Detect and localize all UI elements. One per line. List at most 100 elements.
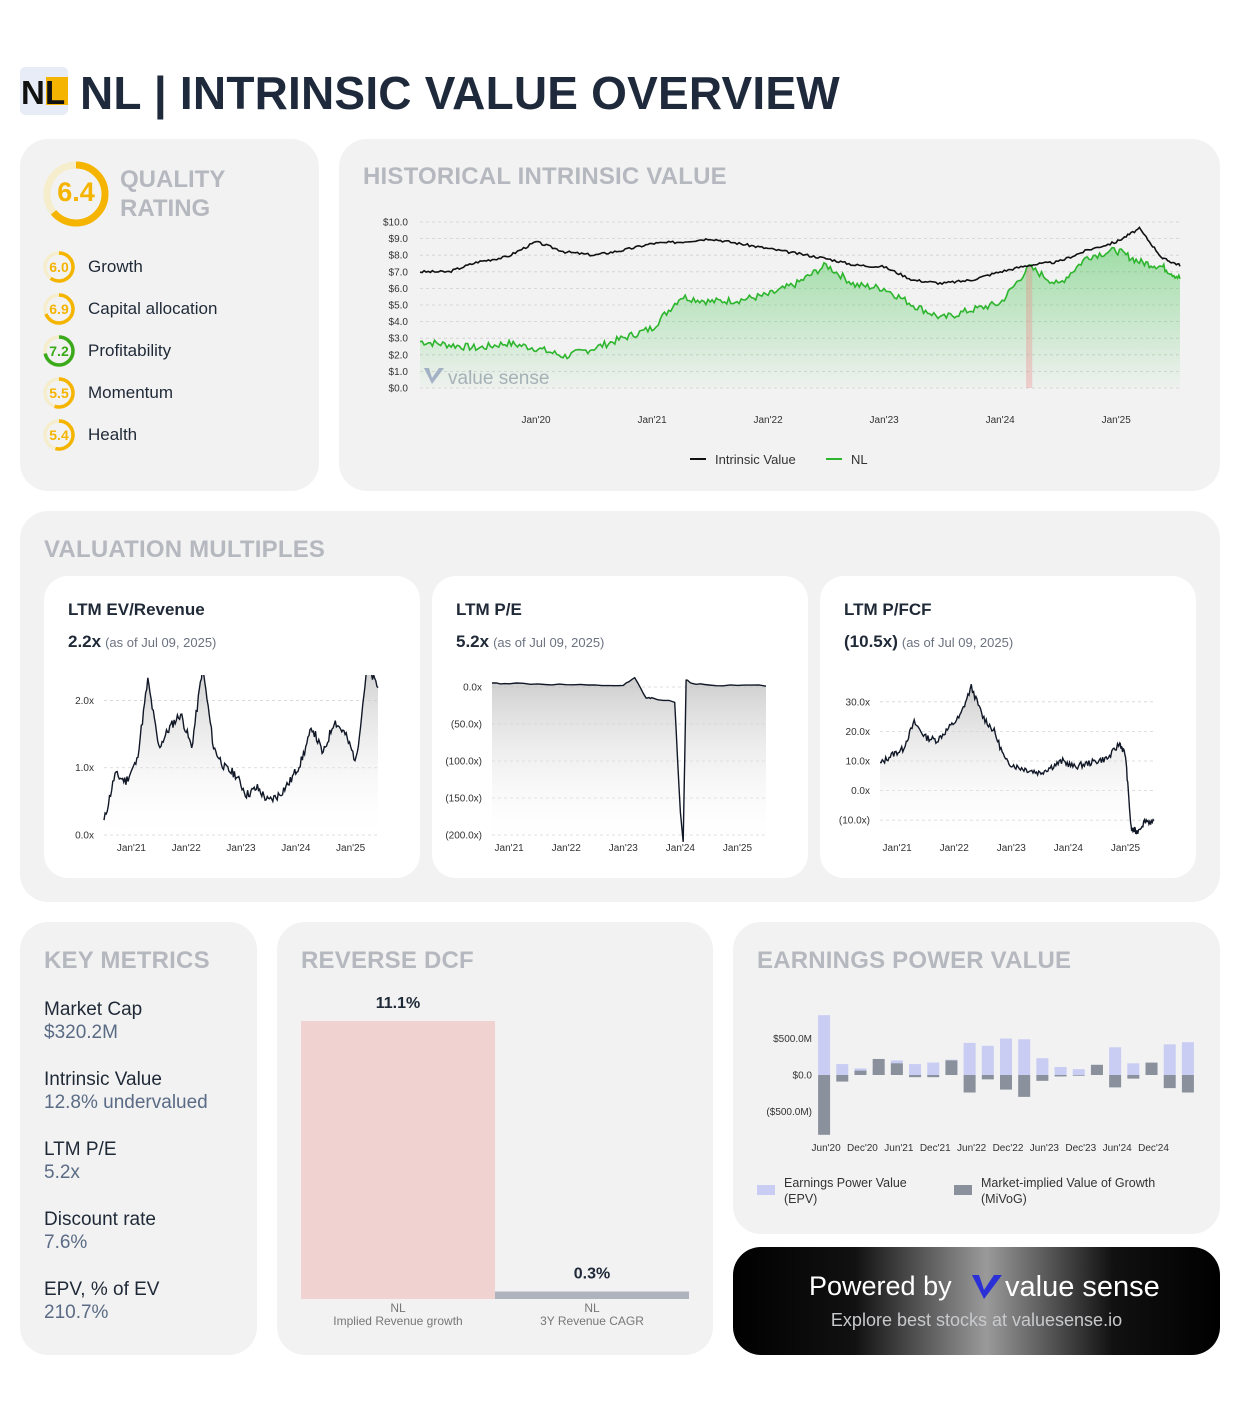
epv-x-tick: Dec'22 (993, 1143, 1024, 1154)
epv-x-tick: Jun'21 (884, 1143, 914, 1154)
mivog-bar (999, 1075, 1013, 1090)
multiple-x-tick: Jan'24 (1054, 843, 1084, 854)
svg-text:L: L (45, 74, 65, 111)
hist-y-tick: $0.0 (389, 384, 409, 395)
hist-y-tick: $6.0 (389, 284, 409, 295)
mivog-legend-label-line1: Market-implied Value of Growth (981, 1176, 1155, 1190)
multiple-x-tick: Jan'22 (552, 843, 582, 854)
multiple-asof: (as of Jul 09, 2025) (901, 635, 1014, 650)
mivog-bar (1181, 1075, 1194, 1093)
multiple-title: LTM EV/Revenue (68, 600, 205, 619)
multiple-y-tick: 2.0x (75, 696, 94, 707)
quality-score-ring (43, 161, 109, 227)
epv-chart: $500.0M $0.0 ($500.0M) Jun'20 Dec'20 Jun'21 De… (757, 1015, 1194, 1206)
epv-x-tick: Dec'23 (1065, 1143, 1096, 1154)
quality-item-ring (43, 293, 75, 325)
mivog-bar (1018, 1075, 1031, 1097)
multiple-y-tick: (50.0x) (451, 720, 482, 731)
multiple-x-tick: Jan'24 (281, 843, 311, 854)
epv-bar (1109, 1047, 1122, 1075)
quality-score-value: 6.4 (57, 177, 95, 207)
multiple-value: (10.5x) (as of Jul 09, 2025) (844, 632, 1013, 652)
epv-bar (927, 1062, 940, 1075)
mivog-legend-label-line2: (MiVoG) (981, 1192, 1027, 1206)
epv-bar (836, 1064, 849, 1075)
epv-legend-swatch (757, 1185, 775, 1195)
multiple-y-tick: 0.0x (463, 683, 482, 694)
hist-y-tick: $7.0 (389, 267, 409, 278)
epv-bar (1018, 1039, 1031, 1075)
multiple-x-tick: Jan'22 (172, 843, 202, 854)
quality-item-ring (43, 377, 75, 409)
multiple-y-tick: 1.0x (75, 763, 94, 774)
multiple-value-number: (10.5x) (844, 632, 898, 651)
hist-x-tick: Jan'22 (754, 415, 784, 426)
quality-item-ring (43, 419, 75, 451)
multiple-value-number: 2.2x (68, 632, 102, 651)
mivog-bar (1109, 1075, 1122, 1088)
mivog-bar (872, 1058, 885, 1075)
powered-by-tagline: Explore best stocks at valuesense.io (830, 1310, 1123, 1330)
mivog-bar (1036, 1075, 1049, 1081)
legend-label-intrinsic: Intrinsic Value (715, 452, 796, 467)
epv-bar (1181, 1042, 1194, 1075)
valuation-title: VALUATION MULTIPLES (44, 536, 326, 563)
multiple-title: LTM P/E (456, 600, 522, 619)
multiple-y-tick: 30.0x (846, 697, 870, 708)
hist-area-nl (420, 247, 1180, 388)
epv-x-tick: Dec'21 (920, 1143, 951, 1154)
multiple-x-tick: Jan'25 (1111, 843, 1141, 854)
key-metric-value: 7.6% (44, 1232, 88, 1253)
multiple-line (879, 684, 1155, 835)
hist-line-nl (419, 246, 1181, 360)
mivog-bar (945, 1060, 958, 1075)
epv-bar (963, 1042, 976, 1075)
multiple-x-tick: Jan'21 (883, 843, 913, 854)
reverse-dcf-value-label: 11.1% (376, 995, 420, 1012)
ticker-logo-icon: N L (21, 74, 68, 111)
quality-item-label: Health (88, 425, 138, 444)
hist-line-intrinsic (419, 226, 1181, 286)
reverse-dcf-bar (301, 1021, 495, 1299)
historical-chart: $10.0 $9.0 $8.0 $7.0 $6.0 $5.0 $4.0 $3.0 $2.0 $1.… (383, 218, 1181, 467)
powered-by-banner[interactable]: Powered by value sense Explore best stoc… (733, 1247, 1220, 1355)
epv-y-tick: $0.0 (793, 1071, 813, 1082)
multiple-value: 2.2x (as of Jul 09, 2025) (68, 632, 216, 652)
multiple-x-tick: Jan'24 (666, 843, 696, 854)
quality-item-ring (43, 335, 75, 367)
hist-y-tick: $3.0 (389, 334, 409, 345)
epv-bar (999, 1038, 1013, 1075)
key-metric-value: 5.2x (44, 1162, 80, 1183)
quality-item-score: 6.0 (49, 259, 69, 275)
multiple-area (104, 675, 378, 835)
mivog-bar (836, 1075, 849, 1082)
multiple-chart: 30.0x 20.0x 10.0x 0.0x (10.0x) Jan'21 Jan'22 Ja… (839, 684, 1155, 854)
quality-item-score: 7.2 (49, 343, 69, 359)
reverse-dcf-cat-line2: Implied Revenue growth (333, 1314, 462, 1328)
epv-x-tick: Jun'20 (812, 1143, 842, 1154)
mivog-bar (1163, 1075, 1176, 1089)
epv-title: EARNINGS POWER VALUE (757, 947, 1072, 974)
hist-y-tick: $1.0 (389, 367, 409, 378)
multiple-line (491, 676, 767, 842)
key-metric-label: Market Cap (44, 999, 143, 1020)
hist-y-tick: $5.0 (389, 301, 409, 312)
hist-y-tick: $8.0 (389, 251, 409, 262)
mivog-bar (854, 1070, 867, 1075)
mivog-bar (818, 1075, 831, 1135)
multiple-x-tick: Jan'21 (495, 843, 525, 854)
quality-item-score: 5.4 (49, 427, 69, 443)
hist-x-tick: Jan'21 (637, 415, 667, 426)
mivog-bar (963, 1075, 976, 1093)
key-metric-value: 210.7% (44, 1302, 109, 1323)
quality-item-score: 5.5 (49, 385, 69, 401)
epv-bar (1127, 1063, 1140, 1075)
hist-y-tick: $4.0 (389, 317, 409, 328)
multiple-area (492, 677, 766, 842)
key-metrics-card (20, 922, 257, 1355)
epv-bar (1054, 1066, 1067, 1075)
key-metric-label: LTM P/E (44, 1139, 117, 1160)
multiple-asof: (as of Jul 09, 2025) (493, 635, 605, 650)
quality-item-label: Momentum (88, 383, 174, 402)
